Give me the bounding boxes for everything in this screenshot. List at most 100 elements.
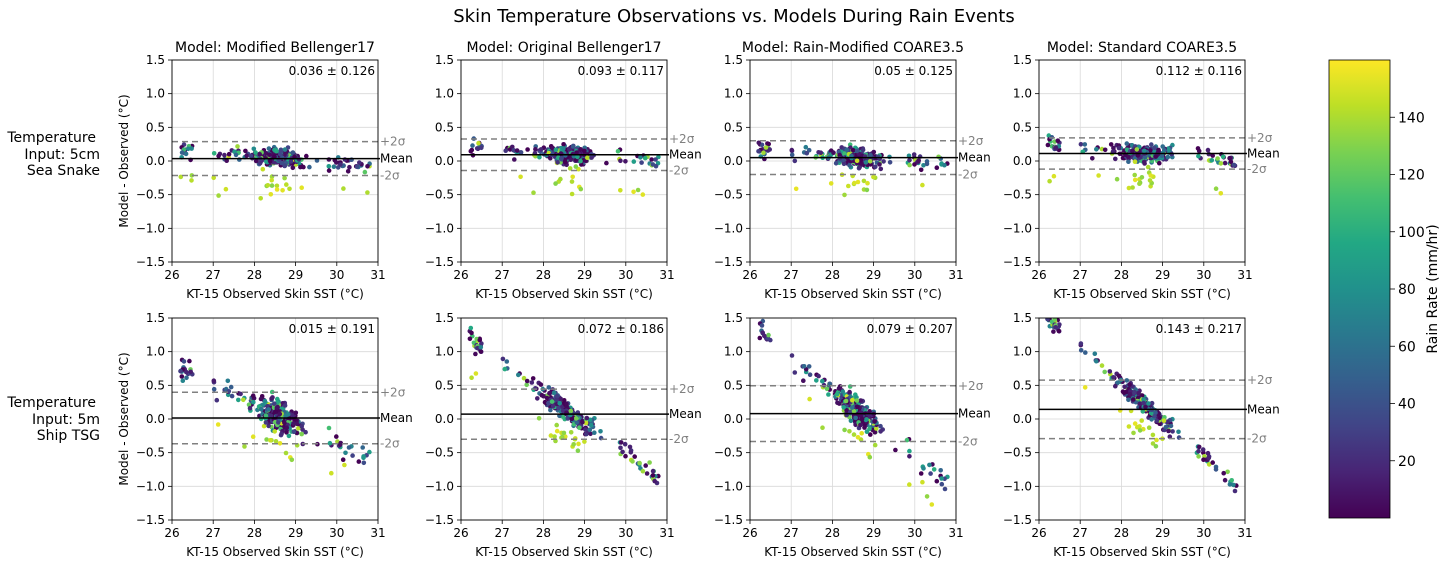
scatter-point — [1141, 400, 1146, 406]
scatter-point — [623, 159, 628, 164]
scatter-point — [538, 382, 544, 387]
minus-2sigma-label: -2σ — [669, 163, 689, 177]
scatter-point — [867, 159, 873, 164]
scatter-point — [468, 149, 474, 154]
mean-label: Mean — [669, 148, 702, 162]
y-tick-label: −0.5 — [714, 188, 743, 202]
x-tick-label: 29 — [866, 268, 881, 282]
scatter-point — [211, 378, 217, 384]
scatter-point — [847, 162, 852, 168]
scatter-point — [1124, 378, 1130, 383]
stats-label: 0.015 ± 0.191 — [289, 322, 375, 336]
scatter-point — [574, 150, 579, 155]
scatter-point — [546, 385, 552, 390]
scatter-point — [871, 174, 876, 180]
scatter-point — [763, 145, 769, 150]
scatter-point — [573, 416, 579, 421]
y-tick-label: 1.0 — [724, 345, 743, 359]
scatter-point — [826, 392, 831, 397]
scatter-point — [854, 158, 860, 164]
scatter-point — [589, 155, 594, 160]
y-tick-label: −1.5 — [425, 255, 454, 269]
scatter-point — [1045, 318, 1050, 322]
scatter-point — [820, 378, 825, 384]
scatter-point — [367, 449, 372, 455]
x-axis-label: KT-15 Observed Skin SST (°C) — [764, 287, 942, 301]
scatter-point — [235, 144, 240, 149]
scatter-point — [911, 152, 917, 157]
scatter-point — [576, 441, 581, 447]
scatter-point — [1153, 444, 1159, 449]
scatter-point — [831, 150, 836, 155]
stats-label: 0.112 ± 0.116 — [1156, 64, 1242, 78]
scatter-point — [642, 155, 648, 161]
scatter-point — [650, 468, 656, 474]
scatter-point — [272, 409, 278, 415]
scatter-point — [907, 448, 912, 454]
scatter-point — [307, 164, 312, 170]
scatter-point — [260, 166, 266, 172]
scatter-point — [1116, 373, 1122, 379]
scatter-point — [1116, 145, 1122, 151]
scatter-point — [1127, 392, 1133, 397]
scatter-point — [1078, 348, 1084, 353]
scatter-point — [1132, 390, 1137, 396]
scatter-point — [622, 441, 628, 447]
scatter-point — [836, 386, 842, 391]
scatter-point — [357, 160, 362, 165]
scatter-point — [618, 158, 623, 164]
y-tick-label: −1.5 — [136, 513, 165, 527]
scatter-point — [284, 425, 290, 431]
scatter-point — [637, 460, 642, 466]
scatter-point — [267, 152, 272, 157]
scatter-point — [1221, 470, 1226, 476]
scatter-point — [1102, 369, 1107, 375]
scatter-points — [467, 325, 661, 486]
scatter-points — [756, 140, 950, 198]
x-tick-label: 31 — [659, 526, 674, 540]
scatter-point — [181, 359, 187, 364]
scatter-point — [1227, 155, 1232, 161]
scatter-point — [365, 190, 370, 195]
scatter-point — [1131, 430, 1136, 436]
scatter-point — [278, 151, 283, 157]
scatter-point — [269, 183, 275, 188]
scatter-point — [284, 430, 289, 435]
scatter-point — [557, 401, 562, 406]
stats-label: 0.072 ± 0.186 — [578, 322, 664, 336]
scatter-point — [864, 187, 870, 193]
scatter-point — [1078, 142, 1084, 147]
scatter-point — [1168, 423, 1174, 429]
scatter-point — [553, 147, 559, 152]
scatter-point — [511, 148, 516, 153]
panel-1-3: 26 27 28 29 30 31 1.5 1.0 0.5 0.0 −0.5 −1.0 −1.5 KT-1… — [714, 40, 991, 301]
scatter-point — [1126, 185, 1132, 191]
scatter-point — [855, 179, 861, 185]
scatter-point — [878, 429, 883, 434]
x-tick-label: 27 — [206, 526, 221, 540]
scatter-point — [561, 398, 567, 403]
scatter-point — [1048, 313, 1053, 318]
scatter-point — [1082, 385, 1088, 390]
scatter-point — [469, 330, 474, 336]
scatter-point — [303, 429, 308, 435]
scatter-point — [767, 147, 772, 152]
x-tick-label: 27 — [784, 526, 799, 540]
scatter-point — [803, 144, 809, 150]
scatter-point — [1132, 177, 1138, 183]
scatter-point — [258, 396, 264, 402]
y-tick-label: 1.0 — [435, 87, 454, 101]
scatter-point — [360, 445, 366, 450]
scatter-point — [338, 442, 343, 447]
scatter-point — [1228, 159, 1234, 164]
y-tick-label: 1.0 — [435, 345, 454, 359]
scatter-point — [248, 153, 254, 159]
scatter-point — [341, 186, 346, 191]
scatter-point — [314, 158, 320, 163]
mean-label: Mean — [669, 407, 702, 421]
scatter-point — [760, 330, 765, 336]
scatter-point — [814, 378, 819, 383]
scatter-point — [521, 375, 527, 381]
scatter-point — [277, 411, 283, 417]
x-axis-label: KT-15 Observed Skin SST (°C) — [1053, 545, 1231, 559]
